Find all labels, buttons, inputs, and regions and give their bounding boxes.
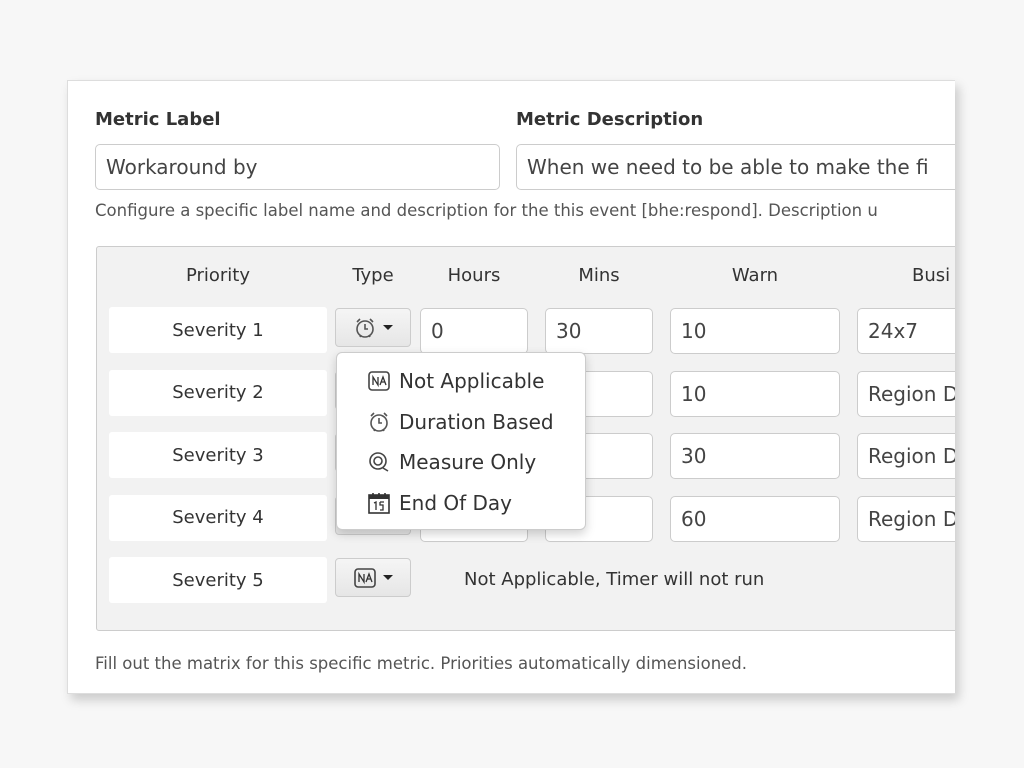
metric-label-heading: Metric Label <box>95 109 221 130</box>
business-hours-select[interactable]: Region D <box>857 433 955 479</box>
warn-input[interactable]: 10 <box>670 308 840 354</box>
mins-input[interactable]: 30 <box>545 308 653 354</box>
alarm-clock-icon <box>353 316 377 340</box>
type-menu-item-label: End Of Day <box>399 490 512 515</box>
business-hours-select[interactable]: Region D <box>857 495 955 542</box>
header-priority: Priority <box>185 265 251 286</box>
header-business: Busi <box>912 265 951 286</box>
alarm-clock-icon <box>367 410 391 434</box>
metric-label-input[interactable]: Workaround by <box>95 144 500 190</box>
hours-input[interactable]: 0 <box>420 308 528 354</box>
type-menu-item-label: Measure Only <box>399 450 537 475</box>
warn-input[interactable]: 30 <box>670 433 840 479</box>
header-mins: Mins <box>578 265 620 286</box>
not-applicable-note: Not Applicable, Timer will not run <box>464 569 765 590</box>
type-menu-item-label: Not Applicable <box>399 369 545 394</box>
type-menu-item[interactable]: Measure Only <box>337 442 585 483</box>
calendar-icon <box>367 491 391 515</box>
priority-cell: Severity 2 <box>109 369 327 416</box>
priority-cell: Severity 3 <box>109 432 327 478</box>
type-dropdown-button[interactable] <box>335 558 411 597</box>
header-warn: Warn <box>731 265 779 286</box>
warn-input[interactable]: 60 <box>670 495 840 542</box>
type-menu-item[interactable]: End Of Day <box>337 483 585 524</box>
priority-matrix: Priority Type Hours Mins Warn Busi Sever… <box>96 246 955 631</box>
header-type: Type <box>352 265 394 286</box>
caret-down-icon <box>383 325 393 330</box>
metric-description-input[interactable]: When we need to be able to make the fi <box>516 144 955 190</box>
help-text: Configure a specific label name and desc… <box>95 201 878 220</box>
na-icon <box>367 370 391 392</box>
caret-down-icon <box>383 575 393 580</box>
business-hours-select[interactable]: Region D <box>857 370 955 417</box>
type-menu-item[interactable]: Duration Based <box>337 402 585 443</box>
type-menu-item-label: Duration Based <box>399 409 554 434</box>
metric-config-card: Metric Label Workaround by Metric Descri… <box>67 80 955 694</box>
na-icon <box>353 567 377 589</box>
priority-cell: Severity 4 <box>109 494 327 541</box>
priority-cell: Severity 1 <box>109 307 327 353</box>
type-dropdown-menu: Not Applicable Duration Based Measure Only… <box>336 352 586 530</box>
priority-cell: Severity 5 <box>109 557 327 603</box>
type-dropdown-button[interactable] <box>335 308 411 347</box>
business-hours-select[interactable]: 24x7 <box>857 308 955 354</box>
footer-text: Fill out the matrix for this specific me… <box>95 654 748 673</box>
header-hours: Hours <box>447 265 501 286</box>
measure-icon <box>367 450 391 474</box>
type-menu-item[interactable]: Not Applicable <box>337 361 585 402</box>
metric-description-heading: Metric Description <box>516 109 704 130</box>
warn-input[interactable]: 10 <box>670 370 840 417</box>
